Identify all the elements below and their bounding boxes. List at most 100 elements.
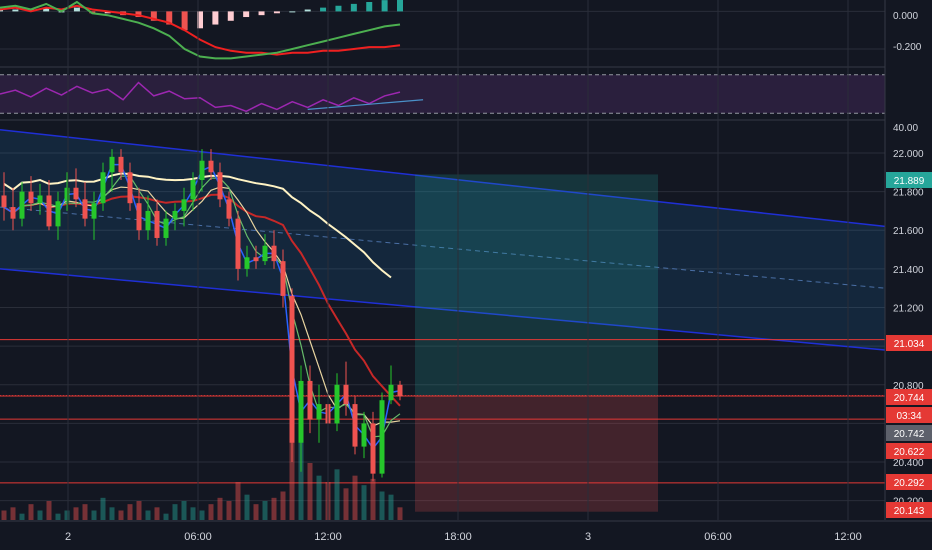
candle-body: [55, 201, 61, 227]
candle-body: [208, 160, 214, 173]
volume-bar: [388, 494, 394, 520]
candle-body: [46, 195, 52, 227]
volume-bar: [190, 507, 196, 520]
candle-body: [28, 191, 34, 204]
volume-bar: [289, 425, 295, 520]
macd-tick-label: -0.200: [893, 42, 922, 53]
volume-bar: [127, 504, 133, 520]
candle-body: [388, 384, 394, 401]
channel-lower-line: [0, 268, 886, 351]
price-tick-label: 21.800: [893, 188, 924, 199]
low-red-price-label: 20.292: [894, 478, 925, 489]
candle-body: [280, 261, 286, 296]
price-tick-label: 20.400: [893, 458, 924, 469]
countdown-tag: [886, 407, 932, 423]
volume-bar: [343, 488, 349, 520]
candle-body: [73, 187, 79, 200]
target-price-tag: [886, 172, 932, 188]
macd-histogram-bar: [258, 11, 265, 16]
volume-bar: [379, 491, 385, 520]
candle-body: [262, 245, 268, 262]
volume-bar: [199, 510, 205, 520]
candle-body: [370, 423, 376, 474]
volume-bar: [91, 510, 97, 520]
candle-body: [118, 156, 124, 173]
price-tick-label: 21.200: [893, 304, 924, 315]
macd-histogram-bar: [366, 2, 373, 12]
moving-average-fast: [3, 186, 401, 427]
volume-bar: [37, 510, 43, 520]
candle-body: [244, 257, 250, 269]
macd-panel[interactable]: [0, 0, 885, 60]
candle-body: [289, 295, 295, 443]
candle-body: [1, 195, 7, 208]
volume-bar: [397, 507, 403, 520]
macd-histogram-bar: [304, 9, 311, 12]
volume-bar: [64, 510, 70, 520]
channel-upper-line: [0, 129, 886, 228]
price-axis[interactable]: 0.000 -0.200 40.00 22.000 21.800 21.600 21.400…: [886, 0, 932, 550]
candle-body: [253, 257, 259, 262]
time-axis[interactable]: 2 06:00 12:00 18:00 3 06:00 12:00: [0, 520, 932, 543]
candle-body: [82, 199, 88, 219]
candle-body: [127, 172, 133, 204]
volume-bar: [262, 501, 268, 520]
candle-body: [91, 203, 97, 219]
rsi-trendline: [307, 99, 424, 110]
volume-bar: [226, 501, 232, 520]
stop-price-label: 20.143: [894, 506, 925, 517]
macd-histogram-bar: [43, 7, 50, 12]
candle-body: [154, 210, 160, 238]
rsi-panel[interactable]: [0, 74, 885, 114]
volume-bar: [46, 501, 52, 520]
volume-bar: [235, 482, 241, 520]
price-tick-label: 20.800: [893, 381, 924, 392]
target-price-label: 21.889: [894, 176, 925, 187]
rsi-band-fill: [0, 74, 885, 114]
time-tick-label: 12:00: [314, 531, 342, 543]
volume-bar: [28, 504, 34, 520]
candle-body: [352, 404, 358, 447]
hline-price-tag: [886, 425, 932, 441]
macd-histogram-bar: [166, 11, 173, 25]
macd-histogram-bar: [12, 9, 19, 12]
macd-histogram-bar: [289, 11, 296, 13]
candle-body: [235, 218, 241, 269]
macd-histogram-bar: [181, 11, 188, 31]
macd-tick-label: 0.000: [893, 11, 918, 22]
macd-histogram-bar: [397, 0, 403, 12]
volume-bar: [55, 513, 61, 520]
last-price-label: 20.744: [894, 393, 925, 404]
candle-body: [163, 218, 169, 238]
macd-histogram-bar: [150, 11, 157, 21]
candle-body: [316, 404, 322, 420]
volume-bar: [361, 485, 367, 520]
candle-body: [226, 199, 232, 219]
candle-body: [397, 384, 403, 397]
volume-bar: [253, 504, 259, 520]
volume-bar: [109, 507, 115, 520]
time-tick-label: 06:00: [184, 531, 212, 543]
volume-bar: [172, 504, 178, 520]
position-stop-zone: [415, 395, 658, 512]
volume-bar: [280, 491, 286, 520]
candle-body: [10, 207, 16, 219]
macd-histogram-bar: [212, 11, 219, 25]
price-panel[interactable]: [0, 129, 886, 520]
volume-bar: [136, 501, 142, 520]
candle-body: [271, 245, 277, 262]
candle-body: [37, 195, 43, 204]
rsi-tick-label: 40.00: [893, 123, 918, 134]
volume-bar: [100, 497, 106, 520]
candle-body: [217, 172, 223, 200]
candle-body: [136, 203, 142, 231]
candle-body: [64, 187, 70, 202]
mid-red-price-tag: [886, 443, 932, 459]
time-tick-label: 2: [65, 531, 71, 543]
volume-bar: [370, 478, 376, 520]
macd-histogram-bar: [320, 7, 327, 12]
time-tick-label: 3: [585, 531, 591, 543]
volume-bar: [10, 507, 16, 520]
price-tick-label: 21.600: [893, 226, 924, 237]
